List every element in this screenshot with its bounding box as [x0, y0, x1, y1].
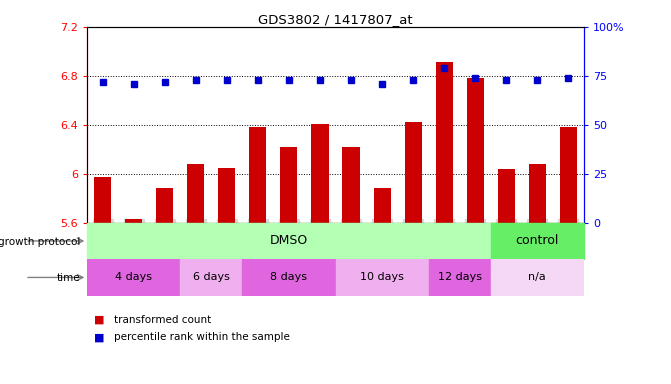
Bar [242, 259, 336, 296]
Bar [342, 147, 360, 223]
Text: percentile rank within the sample: percentile rank within the sample [114, 332, 290, 342]
Bar [374, 189, 391, 223]
Text: ■: ■ [94, 315, 105, 325]
Bar [187, 164, 205, 223]
Bar [435, 62, 453, 223]
Text: control: control [515, 235, 559, 247]
Text: time: time [57, 273, 81, 283]
Bar [280, 147, 297, 223]
Title: GDS3802 / 1417807_at: GDS3802 / 1417807_at [258, 13, 413, 26]
Text: 6 days: 6 days [193, 272, 229, 283]
Bar [250, 127, 266, 223]
Bar [87, 259, 180, 296]
Text: 8 days: 8 days [270, 272, 307, 283]
Text: growth protocol: growth protocol [0, 237, 81, 247]
Bar [429, 259, 491, 296]
Bar [498, 169, 515, 223]
Text: n/a: n/a [528, 272, 546, 283]
Bar [560, 127, 577, 223]
Text: ■: ■ [94, 332, 105, 342]
Text: 12 days: 12 days [437, 272, 482, 283]
Bar [180, 259, 242, 296]
Bar [405, 122, 421, 223]
Text: 4 days: 4 days [115, 272, 152, 283]
Bar [156, 189, 173, 223]
Bar [336, 259, 429, 296]
Bar [491, 259, 584, 296]
Bar [491, 223, 584, 259]
Text: transformed count: transformed count [114, 315, 211, 325]
Bar [218, 168, 236, 223]
Bar [529, 164, 546, 223]
Bar [87, 223, 491, 259]
Bar [466, 78, 484, 223]
Bar [311, 124, 329, 223]
Bar [94, 177, 111, 223]
Text: DMSO: DMSO [270, 235, 308, 247]
Text: 10 days: 10 days [360, 272, 404, 283]
Bar [125, 219, 142, 223]
